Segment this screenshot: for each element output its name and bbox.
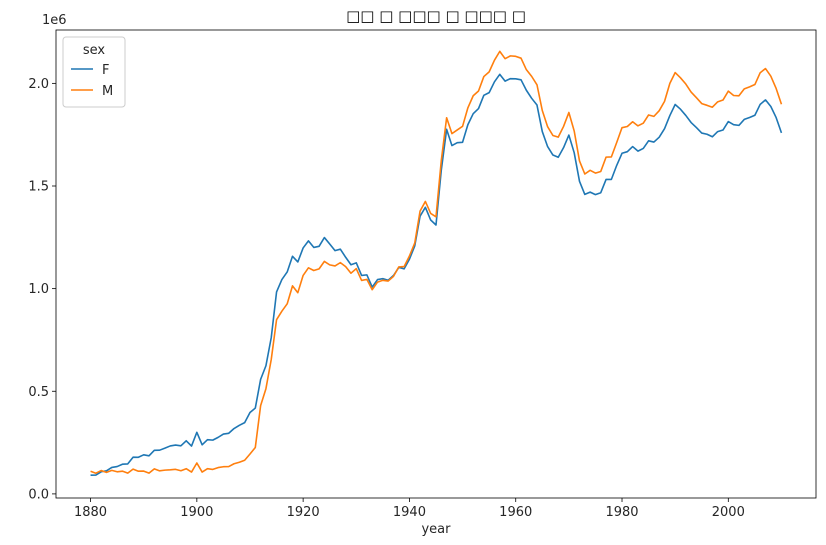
x-tick-label: 1880 — [74, 505, 107, 520]
x-axis-title: year — [421, 522, 451, 537]
y-tick-label: 1.0 — [28, 282, 49, 297]
y-axis: 0.0 0.5 1.0 1.5 2.0 — [28, 77, 56, 502]
chart-title: □□ □ □□□ □ □□□ □ — [346, 7, 526, 25]
x-tick-label: 1960 — [499, 505, 532, 520]
series-line-M — [90, 50, 783, 475]
y-axis-offset-label: 1e6 — [42, 13, 67, 28]
legend-label-F: F — [102, 63, 109, 78]
legend-title: sex — [83, 43, 106, 58]
plot-frame — [55, 29, 817, 499]
series-line-F — [90, 73, 783, 477]
legend: sex FM — [62, 36, 126, 108]
x-tick-label: 1940 — [393, 505, 426, 520]
y-tick-label: 0.0 — [28, 487, 49, 502]
x-tick-label: 1900 — [180, 505, 213, 520]
x-tick-label: 2000 — [712, 505, 745, 520]
x-tick-label: 1920 — [287, 505, 320, 520]
legend-entries: FM — [71, 63, 113, 99]
x-tick-label: 1980 — [605, 505, 638, 520]
y-tick-label: 0.5 — [28, 385, 49, 400]
y-tick-label: 1.5 — [28, 180, 49, 195]
x-axis: 1880 1900 1920 1940 1960 1980 2000 — [74, 498, 745, 520]
y-tick-label: 2.0 — [28, 77, 49, 92]
series-lines — [90, 50, 783, 477]
legend-label-M: M — [102, 84, 113, 99]
